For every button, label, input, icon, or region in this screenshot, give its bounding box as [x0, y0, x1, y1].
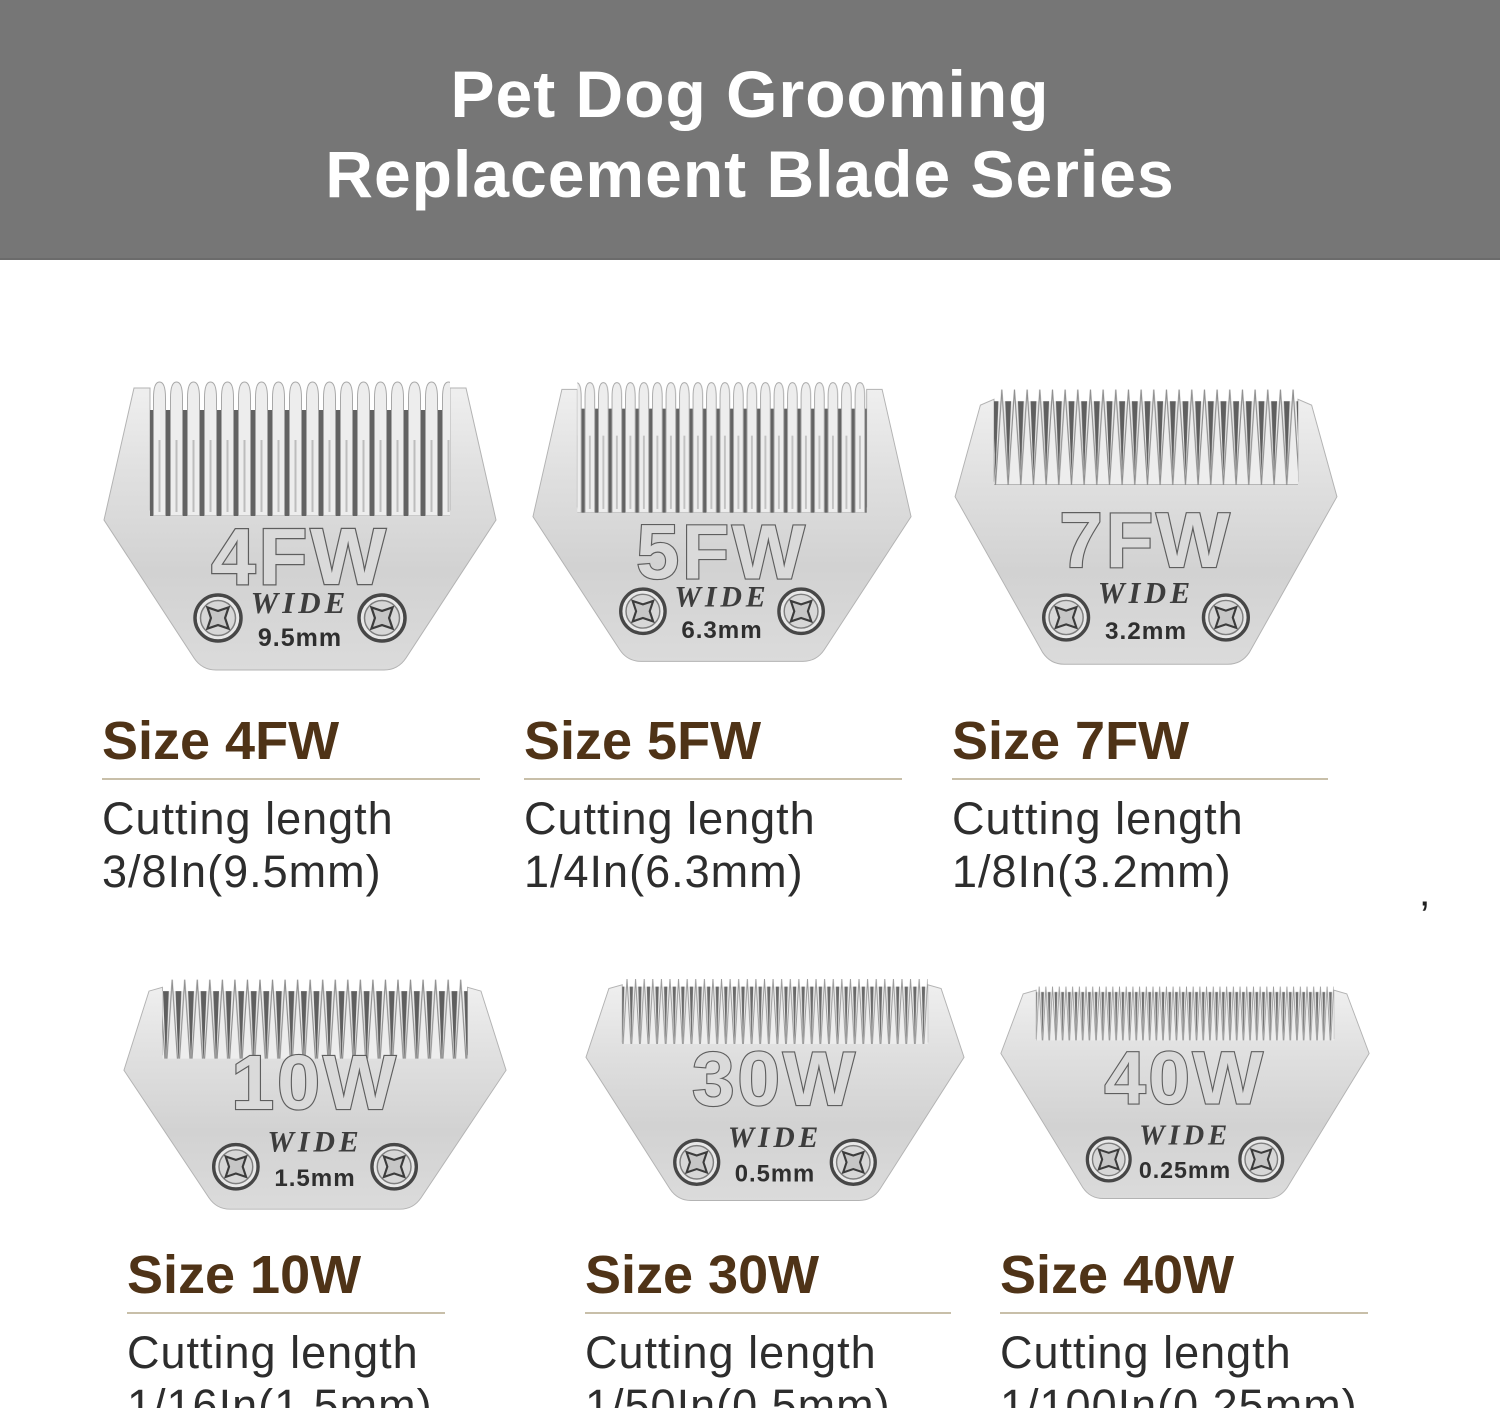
screw-icon: [619, 587, 667, 636]
blade-image-5fw: 5FW WIDE 6.3mm: [532, 380, 912, 662]
blade-mm-engraving: 6.3mm: [681, 617, 762, 644]
cutting-label: Cutting length: [1000, 1327, 1292, 1378]
blade-wide-engraving: WIDE: [1139, 1120, 1231, 1152]
blade-teeth: [577, 380, 867, 513]
size-heading: Size 10W: [127, 1245, 362, 1305]
blade-teeth: [150, 380, 450, 516]
cutting-length-text: Cutting length 1/4In(6.3mm): [524, 792, 902, 898]
size-heading: Size 30W: [585, 1245, 820, 1305]
blade-image-4fw: 4FW WIDE 9.5mm: [103, 380, 497, 671]
cutting-label: Cutting length: [952, 793, 1244, 844]
blade-teeth: [1036, 986, 1334, 1041]
blade-info-40w: Size 40W Cutting length 1/100In(0.25mm): [1000, 1246, 1368, 1408]
cutting-length-text: Cutting length 1/8In(3.2mm): [952, 792, 1328, 898]
size-heading: Size 4FW: [102, 711, 340, 771]
size-heading: Size 40W: [1000, 1245, 1235, 1305]
blade-image-30w: 30W WIDE 0.5mm: [585, 979, 965, 1201]
blade-size-engraving: 40W: [1104, 1037, 1265, 1120]
size-underline: [585, 1312, 951, 1314]
blade-mm-engraving: 9.5mm: [258, 624, 342, 652]
screw-icon: [1042, 593, 1091, 642]
size-underline: [1000, 1312, 1368, 1314]
size-heading: Size 5FW: [524, 711, 762, 771]
title-banner: Pet Dog Grooming Replacement Blade Serie…: [0, 0, 1500, 260]
stray-mark: ’: [1420, 892, 1430, 939]
blade-size-engraving: 7FW: [1059, 496, 1232, 584]
blade-size-engraving: 4FW: [211, 512, 389, 601]
cutting-length-text: Cutting length 1/16In(1.5mm): [127, 1326, 445, 1408]
cutting-length-text: Cutting length 1/50In(0.5mm): [585, 1326, 951, 1408]
cutting-value: 1/50In(0.5mm): [585, 1380, 891, 1408]
blade-mm-engraving: 0.5mm: [735, 1160, 815, 1187]
size-underline: [102, 778, 480, 780]
blade-image-10w: 10W WIDE 1.5mm: [123, 979, 507, 1210]
screw-icon: [357, 593, 407, 643]
blade-wide-engraving: WIDE: [674, 580, 769, 613]
screw-icon: [1201, 593, 1250, 642]
blade-size-engraving: 30W: [692, 1037, 858, 1122]
screw-icon: [1085, 1136, 1132, 1183]
size-heading: Size 7FW: [952, 711, 1190, 771]
screw-icon: [777, 587, 825, 636]
blade-mm-engraving: 3.2mm: [1105, 618, 1187, 645]
blade-teeth: [622, 979, 928, 1044]
cutting-value: 1/8In(3.2mm): [952, 846, 1232, 897]
blade-info-10w: Size 10W Cutting length 1/16In(1.5mm): [127, 1246, 445, 1408]
blade-image-40w: 40W WIDE 0.25mm: [1000, 986, 1370, 1199]
title-line-1: Pet Dog Grooming: [450, 57, 1050, 131]
cutting-value: 3/8In(9.5mm): [102, 846, 382, 897]
cutting-value: 1/4In(6.3mm): [524, 846, 804, 897]
size-underline: [127, 1312, 445, 1314]
cutting-length-text: Cutting length 3/8In(9.5mm): [102, 792, 480, 898]
blade-body-shape: [954, 398, 1338, 665]
screw-icon: [673, 1138, 721, 1186]
blade-wide-engraving: WIDE: [1098, 576, 1194, 610]
blade-wide-engraving: WIDE: [728, 1122, 822, 1154]
cutting-label: Cutting length: [524, 793, 816, 844]
blade-image-7fw: 7FW WIDE 3.2mm: [954, 389, 1338, 665]
screw-icon: [370, 1142, 419, 1191]
blade-teeth: [994, 389, 1298, 486]
blade-mm-engraving: 1.5mm: [274, 1165, 355, 1192]
cutting-label: Cutting length: [127, 1327, 419, 1378]
blade-info-4fw: Size 4FW Cutting length 3/8In(9.5mm): [102, 712, 480, 898]
size-underline: [952, 778, 1328, 780]
blade-size-engraving: 5FW: [636, 509, 808, 595]
cutting-value: 1/100In(0.25mm): [1000, 1380, 1358, 1408]
cutting-length-text: Cutting length 1/100In(0.25mm): [1000, 1326, 1368, 1408]
cutting-label: Cutting length: [102, 793, 394, 844]
title-line-2: Replacement Blade Series: [325, 137, 1175, 211]
screw-icon: [193, 593, 243, 643]
screw-icon: [211, 1142, 260, 1191]
cutting-value: 1/16In(1.5mm): [127, 1380, 433, 1408]
blade-wide-engraving: WIDE: [267, 1125, 362, 1158]
screw-icon: [1238, 1136, 1285, 1183]
cutting-label: Cutting length: [585, 1327, 877, 1378]
blade-info-7fw: Size 7FW Cutting length 1/8In(3.2mm): [952, 712, 1328, 898]
blade-info-5fw: Size 5FW Cutting length 1/4In(6.3mm): [524, 712, 902, 898]
blade-size-engraving: 10W: [231, 1040, 398, 1126]
blade-wide-engraving: WIDE: [251, 585, 350, 620]
blade-info-30w: Size 30W Cutting length 1/50In(0.5mm): [585, 1246, 951, 1408]
screw-icon: [829, 1138, 877, 1186]
blade-mm-engraving: 0.25mm: [1139, 1157, 1231, 1183]
size-underline: [524, 778, 902, 780]
blade-teeth: [162, 979, 468, 1059]
